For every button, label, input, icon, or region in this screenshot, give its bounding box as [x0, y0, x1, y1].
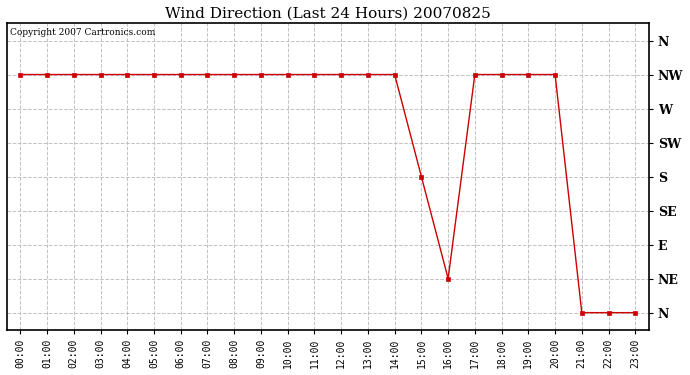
Title: Wind Direction (Last 24 Hours) 20070825: Wind Direction (Last 24 Hours) 20070825 [165, 7, 491, 21]
Text: Copyright 2007 Cartronics.com: Copyright 2007 Cartronics.com [10, 28, 155, 37]
